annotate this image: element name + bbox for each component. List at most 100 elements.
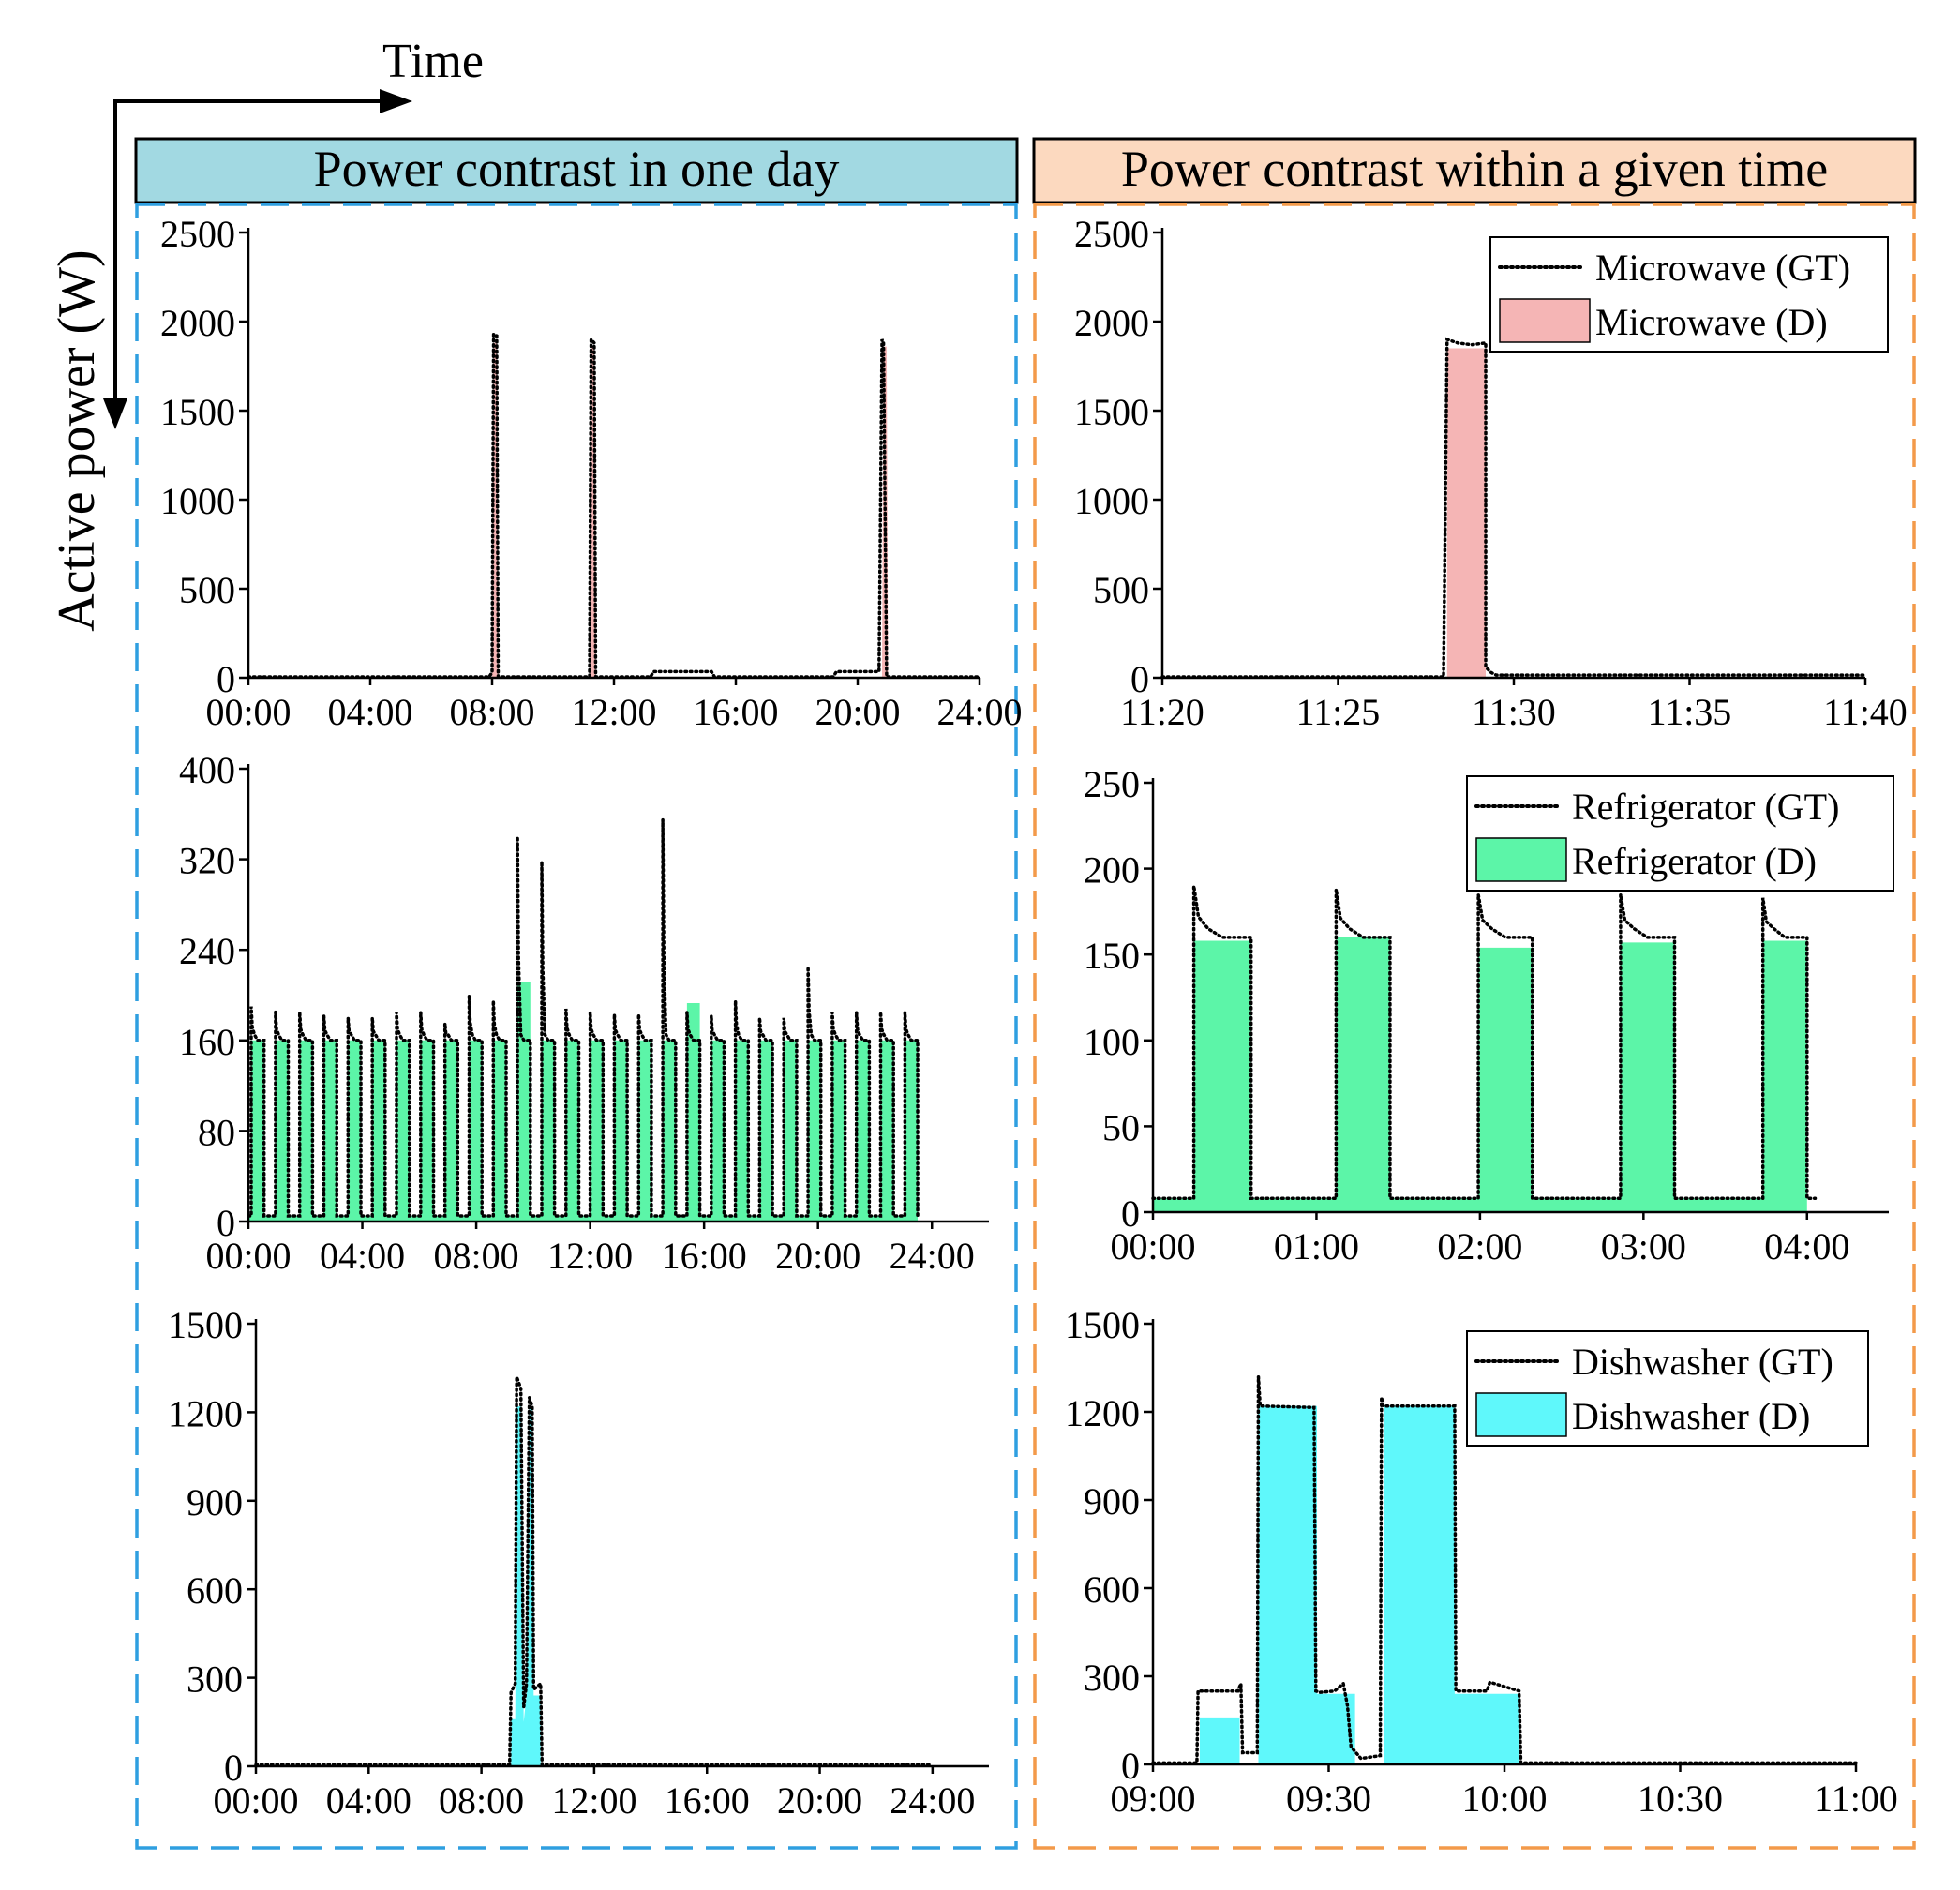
x-tick-label: 00:00 xyxy=(1110,1225,1195,1268)
series-line-fr_day xyxy=(247,819,921,1218)
x-tick-label: 11:20 xyxy=(1120,691,1204,733)
x-tick-label: 24:00 xyxy=(936,691,1022,733)
x-tick-label: 04:00 xyxy=(320,1235,405,1277)
x-tick-label: 00:00 xyxy=(213,1779,298,1822)
y-tick-label: 400 xyxy=(179,749,235,791)
y-tick-label: 150 xyxy=(1084,935,1140,977)
x-tick-label: 04:00 xyxy=(1764,1225,1849,1268)
x-tick-label: 09:00 xyxy=(1110,1778,1195,1820)
x-tick-label: 11:35 xyxy=(1648,691,1732,733)
y-tick-label: 2000 xyxy=(1074,302,1149,344)
y-tick-label: 0 xyxy=(1130,658,1149,700)
y-tick-label: 100 xyxy=(1084,1021,1140,1063)
time-arrow-head xyxy=(380,89,412,113)
x-tick-label: 11:30 xyxy=(1472,691,1556,733)
power-arrow-head xyxy=(103,398,127,429)
left-header-title: Power contrast in one day xyxy=(314,141,840,197)
legend: Refrigerator (GT) Refrigerator (D) xyxy=(1466,775,1894,892)
chart-microwave-day: 0 500 1000 1500 2000 2500 00:00 04:00 08:00 12:00… xyxy=(160,213,1023,733)
y-tick-label: 2000 xyxy=(160,302,235,344)
y-tick-label: 1500 xyxy=(160,391,235,433)
x-tick-label: 16:00 xyxy=(665,1779,750,1822)
x-tick-label: 01:00 xyxy=(1274,1225,1359,1268)
y-tick-label: 900 xyxy=(1084,1480,1140,1522)
x-tick-label: 16:00 xyxy=(662,1235,747,1277)
y-tick-label: 900 xyxy=(187,1481,243,1523)
legend-d-label: Refrigerator (D) xyxy=(1572,840,1817,882)
x-tick-label: 24:00 xyxy=(890,1235,975,1277)
y-tick-label: 600 xyxy=(187,1569,243,1612)
legend: Microwave (GT) Microwave (D) xyxy=(1489,236,1889,352)
y-tick-label: 2500 xyxy=(1074,213,1149,255)
y-tick-label: 50 xyxy=(1102,1106,1140,1148)
legend: Dishwasher (GT) Dishwasher (D) xyxy=(1466,1330,1869,1447)
x-tick-label: 10:30 xyxy=(1638,1778,1723,1820)
right-dashed-frame xyxy=(1033,202,1916,1850)
x-tick-label: 12:00 xyxy=(551,1779,636,1822)
y-tick-label: 1000 xyxy=(1074,480,1149,522)
y-tick-label: 0 xyxy=(1121,1192,1140,1235)
y-tick-label: 1200 xyxy=(168,1392,243,1434)
y-tick-label: 240 xyxy=(179,930,235,972)
left-header-box xyxy=(134,137,1019,204)
series-line-mw_zoom xyxy=(1160,337,1867,679)
y-tick-label: 0 xyxy=(1121,1745,1140,1787)
y-tick-label: 1500 xyxy=(1065,1304,1140,1346)
x-tick-label: 04:00 xyxy=(326,1779,411,1822)
time-label: Time xyxy=(382,35,484,88)
x-tick-label: 16:00 xyxy=(693,691,778,733)
x-tick-label: 12:00 xyxy=(547,1235,633,1277)
left-column: Power contrast in one day xyxy=(134,137,1019,1850)
legend-gt-label: Microwave (GT) xyxy=(1595,247,1850,289)
series-line-mw_day xyxy=(247,331,981,679)
y-tick-label: 1500 xyxy=(168,1304,243,1346)
series-line-dw_zoom xyxy=(1151,1376,1858,1765)
power-label: Active power (W) xyxy=(48,249,106,631)
y-tick-label: 300 xyxy=(1084,1657,1140,1699)
y-tick-label: 0 xyxy=(224,1747,243,1789)
y-tick-label: 1200 xyxy=(1065,1392,1140,1434)
x-tick-label: 02:00 xyxy=(1437,1225,1522,1268)
legend-d-label: Microwave (D) xyxy=(1595,301,1828,343)
y-tick-label: 320 xyxy=(179,840,235,882)
y-tick-label: 200 xyxy=(1084,849,1140,892)
y-tick-label: 250 xyxy=(1084,763,1140,805)
right-header-title: Power contrast within a given time xyxy=(1121,141,1828,197)
legend-d-swatch xyxy=(1499,298,1591,343)
series-fill-dw_day xyxy=(256,1406,933,1766)
x-tick-label: 04:00 xyxy=(327,691,412,733)
x-tick-label: 10:00 xyxy=(1461,1778,1547,1820)
x-tick-label: 08:00 xyxy=(449,691,534,733)
y-tick-label: 1000 xyxy=(160,480,235,522)
y-tick-label: 300 xyxy=(187,1658,243,1701)
series-line-fr_zoom xyxy=(1151,885,1818,1201)
x-tick-label: 03:00 xyxy=(1601,1225,1686,1268)
legend-gt-label: Dishwasher (GT) xyxy=(1572,1341,1833,1383)
series-line-dw_day xyxy=(254,1376,935,1767)
x-tick-label: 20:00 xyxy=(777,1779,862,1822)
y-tick-label: 600 xyxy=(1084,1568,1140,1611)
x-tick-label: 20:00 xyxy=(775,1235,860,1277)
legend-d-label: Dishwasher (D) xyxy=(1572,1395,1810,1437)
right-header-box xyxy=(1032,137,1917,204)
x-tick-label: 20:00 xyxy=(815,691,900,733)
y-tick-label: 0 xyxy=(217,658,235,700)
x-tick-label: 11:00 xyxy=(1814,1778,1898,1820)
legend-d-swatch xyxy=(1475,837,1567,882)
y-tick-label: 1500 xyxy=(1074,391,1149,433)
x-tick-label: 11:25 xyxy=(1296,691,1381,733)
y-tick-label: 2500 xyxy=(160,213,235,255)
legend-d-swatch xyxy=(1475,1392,1567,1437)
x-tick-label: 00:00 xyxy=(205,1235,291,1277)
y-tick-label: 500 xyxy=(179,569,235,611)
y-tick-label: 160 xyxy=(179,1021,235,1063)
x-tick-label: 08:00 xyxy=(439,1779,524,1822)
chart-refrigerator-day: 0 80 160 240 320 400 00:00 04:00 08:00 12:00 16:00… xyxy=(179,749,989,1277)
y-tick-label: 500 xyxy=(1093,569,1149,611)
x-tick-label: 09:30 xyxy=(1286,1778,1371,1820)
series-fill-mw_day xyxy=(248,342,980,678)
left-dashed-frame xyxy=(135,202,1018,1850)
series-fill-dw_zoom xyxy=(1153,1405,1856,1764)
chart-dishwasher-day: 0 300 600 900 1200 1500 00:00 04:00 08:00 12:00 16… xyxy=(168,1304,989,1822)
